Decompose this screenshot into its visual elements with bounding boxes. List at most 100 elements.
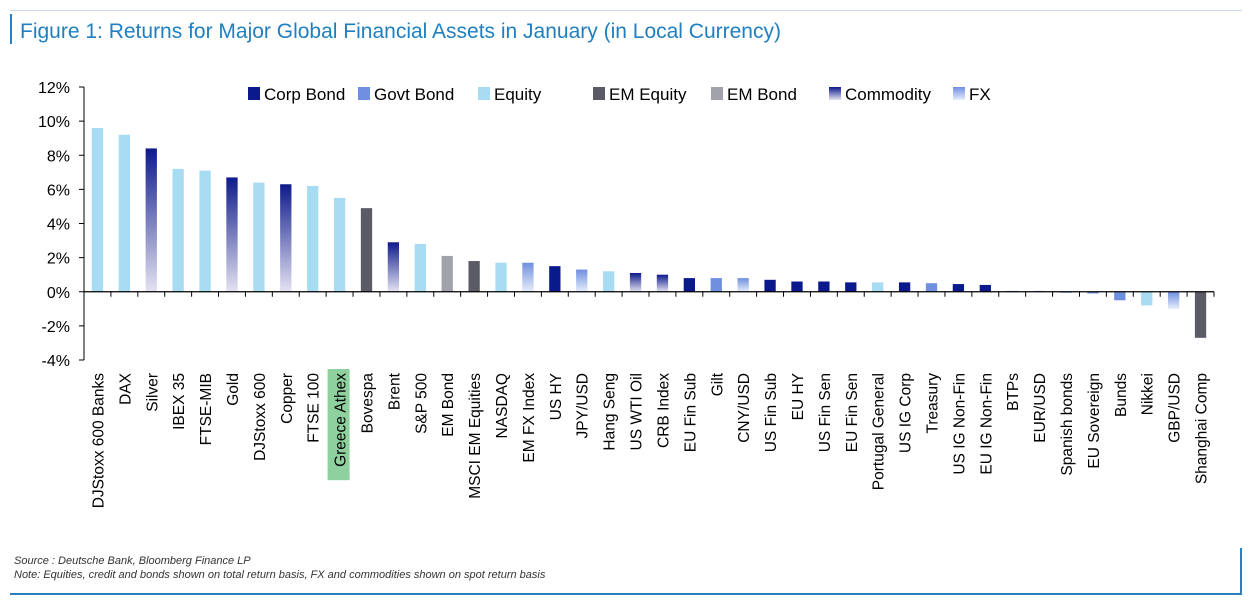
legend-swatch bbox=[593, 87, 605, 100]
x-tick-label: EU Fin Sub bbox=[682, 373, 699, 452]
bar bbox=[280, 184, 292, 292]
x-tick-label: IBEX 35 bbox=[171, 373, 188, 430]
bar bbox=[898, 282, 911, 292]
x-tick-label: US IG Non-Fin bbox=[951, 373, 968, 475]
bar bbox=[764, 279, 776, 292]
x-tick-label: FTSE-MIB bbox=[198, 373, 215, 445]
bar bbox=[925, 283, 938, 292]
bar bbox=[656, 274, 669, 292]
footnote: Note: Equities, credit and bonds shown o… bbox=[14, 569, 546, 581]
bar bbox=[710, 278, 722, 292]
bar bbox=[199, 170, 211, 292]
x-tick-label: US IG Corp bbox=[898, 373, 915, 453]
bar bbox=[145, 148, 157, 292]
bar bbox=[91, 127, 104, 292]
bar-chart: -4% -2% 0% 2% 4% 6% 8% 10% 12% DJStoxx 600 Banks… bbox=[38, 80, 1215, 509]
x-tick-label: EUR/USD bbox=[1032, 373, 1049, 443]
bar bbox=[495, 262, 507, 292]
bar bbox=[441, 255, 453, 292]
title-accent-bar bbox=[10, 14, 12, 44]
bar bbox=[845, 282, 857, 292]
chart-title: Figure 1: Returns for Major Global Finan… bbox=[20, 20, 781, 43]
y-tick-label: 6% bbox=[47, 182, 70, 199]
y-tick-label: 4% bbox=[47, 217, 70, 234]
x-tick-label: JPY/USD bbox=[575, 373, 592, 438]
bar bbox=[360, 208, 373, 292]
bar bbox=[1087, 291, 1099, 294]
x-tick-label: US WTI Oil bbox=[629, 373, 646, 451]
legend-label: Commodity bbox=[845, 85, 931, 104]
bar bbox=[414, 243, 426, 292]
x-tick-label: Gilt bbox=[709, 372, 726, 396]
x-tick-label: EM Bond bbox=[440, 373, 457, 437]
x-tick-label: BTPs bbox=[1005, 373, 1022, 411]
x-tick-label: S&P 500 bbox=[413, 373, 430, 434]
bar bbox=[979, 284, 991, 292]
bar bbox=[387, 242, 400, 292]
x-tick-label: US Fin Sen bbox=[817, 373, 834, 452]
x-tick-label: FTSE 100 bbox=[306, 373, 323, 443]
legend-label: EM Bond bbox=[727, 85, 797, 104]
x-tick-label: Silver bbox=[144, 373, 161, 412]
x-tick-label: Brent bbox=[386, 372, 403, 410]
x-tick-label: EU Sovereign bbox=[1086, 373, 1103, 469]
y-tick-label: -4% bbox=[42, 353, 70, 370]
bar bbox=[549, 266, 561, 292]
x-tick-label: Gold bbox=[225, 373, 242, 406]
x-tick-label: Shanghai Comp bbox=[1194, 373, 1211, 484]
highlight-label-bg bbox=[327, 369, 350, 481]
legend-label: Corp Bond bbox=[264, 85, 345, 104]
x-tick-label: US Fin Sub bbox=[763, 373, 780, 452]
bar bbox=[737, 278, 749, 292]
frame-top-border bbox=[10, 10, 1242, 11]
x-tick-label: MSCI EM Equities bbox=[467, 373, 484, 499]
x-tick-label: EU IG Non-Fin bbox=[978, 373, 995, 475]
x-tick-label: EU Fin Sen bbox=[844, 373, 861, 452]
y-tick-label: 8% bbox=[47, 148, 70, 165]
x-tick-label: Spanish bonds bbox=[1059, 373, 1076, 476]
x-tick-label: Bunds bbox=[1113, 373, 1130, 417]
y-tick-label: 10% bbox=[38, 114, 70, 131]
bar bbox=[576, 269, 588, 292]
bar bbox=[791, 281, 803, 292]
x-tick-label: US HY bbox=[548, 373, 565, 420]
y-tick-label: 2% bbox=[47, 251, 70, 268]
bar bbox=[1194, 291, 1207, 338]
x-tick-label: Bovespa bbox=[360, 373, 377, 434]
bar bbox=[118, 134, 131, 292]
bar bbox=[468, 261, 480, 292]
x-tick-label: CRB Index bbox=[655, 373, 672, 448]
x-tick-label: DJStoxx 600 bbox=[252, 373, 269, 461]
y-tick-label: 12% bbox=[38, 80, 70, 97]
x-tick-label: Portugal General bbox=[871, 373, 888, 490]
x-tick-label: DJStoxx 600 Banks bbox=[90, 373, 107, 509]
bar bbox=[1114, 291, 1126, 301]
bar bbox=[226, 177, 238, 292]
y-axis: -4% -2% 0% 2% 4% 6% 8% 10% 12% bbox=[38, 80, 85, 370]
legend-swatch bbox=[478, 87, 490, 100]
x-tick-label: EU HY bbox=[790, 373, 807, 420]
bar bbox=[683, 278, 696, 292]
source-note: Source : Deutsche Bank, Bloomberg Financ… bbox=[14, 555, 251, 567]
bar bbox=[602, 271, 615, 292]
x-tick-label: GBP/USD bbox=[1167, 373, 1184, 443]
x-axis: DJStoxx 600 Banks DAX Silver IBEX 35 FTSE-MI… bbox=[83, 291, 1215, 509]
legend-label: FX bbox=[969, 85, 991, 104]
legend-label: Equity bbox=[494, 85, 542, 104]
x-tick-label: CNY/USD bbox=[736, 373, 753, 443]
bar bbox=[818, 281, 830, 292]
x-tick-label: NASDAQ bbox=[494, 373, 511, 438]
x-tick-label: Nikkei bbox=[1140, 373, 1157, 415]
x-tick-label: Copper bbox=[279, 373, 296, 424]
bar bbox=[872, 282, 884, 292]
frame-bottom-border bbox=[10, 593, 1242, 595]
legend-swatch bbox=[953, 87, 965, 100]
bar bbox=[522, 262, 534, 292]
bar bbox=[307, 185, 319, 292]
bar bbox=[629, 272, 642, 292]
bar bbox=[333, 197, 346, 292]
legend-swatch bbox=[358, 87, 370, 100]
bar bbox=[253, 182, 265, 292]
x-tick-label: Greece Athex bbox=[333, 373, 350, 467]
x-tick-label: EM FX Index bbox=[521, 373, 538, 463]
